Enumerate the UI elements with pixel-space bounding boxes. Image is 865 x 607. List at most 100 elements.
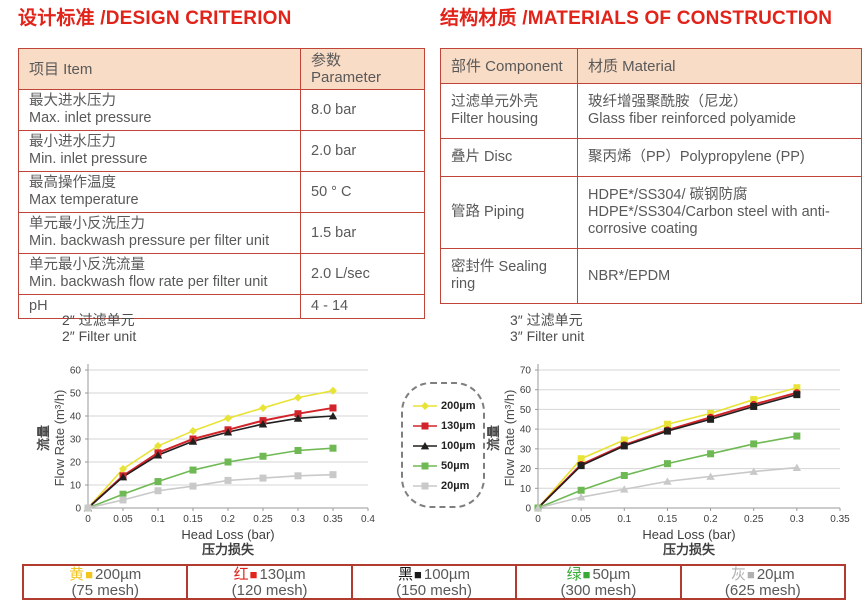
legend-label: 50µm <box>441 460 470 472</box>
svg-text:0.15: 0.15 <box>658 514 678 525</box>
svg-text:0.2: 0.2 <box>221 514 235 525</box>
legend-item: 100µm <box>412 436 483 456</box>
mesh-color-size-label: 黄■ 200µm <box>24 567 186 583</box>
color-name-zh: 黑 <box>397 566 413 583</box>
table-header-cell: 参数 Parameter <box>300 48 425 90</box>
svg-text:20: 20 <box>70 458 82 469</box>
value-cell: 4 - 14 <box>300 294 425 319</box>
item-cell: 单元最小反洗流量 Min. backwash flow rate per filt… <box>18 253 301 295</box>
table-row: 单元最小反洗压力 Min. backwash pressure per filte… <box>18 212 425 254</box>
item-cell: 叠片 Disc <box>440 138 578 177</box>
svg-text:50: 50 <box>70 389 82 400</box>
svg-text:0.25: 0.25 <box>744 514 764 525</box>
item-cell: 单元最小反洗压力 Min. backwash pressure per filte… <box>18 212 301 254</box>
svg-text:0: 0 <box>525 504 531 515</box>
svg-text:10: 10 <box>520 484 532 495</box>
svg-text:0.35: 0.35 <box>323 514 343 525</box>
svg-text:压力损失: 压力损失 <box>663 542 716 557</box>
legend-swatch-icon <box>413 422 437 430</box>
svg-text:0.2: 0.2 <box>704 514 718 525</box>
legend-item: 20µm <box>412 476 483 496</box>
mesh-size-legend-bar: 黄■ 200µm (75 mesh) 红■ 130µm (120 mesh) 黑■ 100µm… <box>22 564 846 600</box>
table-row: 最大进水压力 Max. inlet pressure 8.0 bar <box>18 89 425 131</box>
legend-swatch-icon <box>413 402 437 410</box>
item-cell: 最高操作温度 Max temperature <box>18 171 301 213</box>
legend-item: 50µm <box>412 456 483 476</box>
mesh-legend-cell: 绿■ 50µm (300 mesh) <box>517 566 682 599</box>
legend-swatch-icon <box>413 442 437 450</box>
color-swatch-icon: ■ <box>414 567 422 582</box>
svg-text:0: 0 <box>75 504 81 515</box>
svg-text:70: 70 <box>520 366 532 377</box>
value-cell: 聚丙烯（PP）Polypropylene (PP) <box>577 138 862 177</box>
svg-text:30: 30 <box>520 444 532 455</box>
svg-text:50: 50 <box>520 405 532 416</box>
svg-text:40: 40 <box>520 425 532 436</box>
svg-text:30: 30 <box>70 435 82 446</box>
svg-text:0: 0 <box>85 514 91 525</box>
color-swatch-icon: ■ <box>746 567 755 582</box>
table-row: 密封件 Sealing ring NBR*/EPDM <box>440 248 862 304</box>
legend-swatch-icon <box>413 462 437 470</box>
mesh-count-label: (300 mesh) <box>560 582 637 599</box>
item-cell: 最小进水压力 Min. inlet pressure <box>18 130 301 172</box>
mesh-legend-cell: 黄■ 200µm (75 mesh) <box>24 566 189 599</box>
color-name-zh: 黄 <box>69 566 85 583</box>
color-swatch-icon: ■ <box>582 567 591 582</box>
svg-text:60: 60 <box>520 385 532 396</box>
chart-3in-title-zh: 3″ 过滤单元 <box>510 312 583 328</box>
svg-text:0.4: 0.4 <box>361 514 375 525</box>
micron-size-label: 100µm <box>423 566 471 583</box>
legend-label: 20µm <box>441 480 470 492</box>
value-cell: 8.0 bar <box>300 89 425 131</box>
item-cell: 管路 Piping <box>440 176 578 249</box>
svg-text:0.05: 0.05 <box>113 514 133 525</box>
chart-2in-title-en: 2″ Filter unit <box>62 328 137 344</box>
series-legend-box: 200µm 130µm 100µm 50µm 20µm <box>401 382 485 508</box>
item-cell: 最大进水压力 Max. inlet pressure <box>18 89 301 131</box>
legend-label: 130µm <box>441 420 476 432</box>
table-header-row: 部件 Component 材质 Material <box>440 48 862 84</box>
legend-label: 100µm <box>441 440 476 452</box>
y-axis-label-zh: 流量 <box>486 425 501 452</box>
table-row: 最小进水压力 Min. inlet pressure 2.0 bar <box>18 130 425 172</box>
svg-text:压力损失: 压力损失 <box>202 542 255 557</box>
table-row: 叠片 Disc 聚丙烯（PP）Polypropylene (PP) <box>440 138 862 177</box>
legend-swatch-icon <box>413 482 437 490</box>
svg-text:0.25: 0.25 <box>253 514 273 525</box>
mesh-color-size-label: 灰■ 20µm <box>682 567 844 583</box>
item-cell: 密封件 Sealing ring <box>440 248 578 304</box>
svg-text:20: 20 <box>520 464 532 475</box>
color-swatch-icon: ■ <box>249 567 258 582</box>
svg-text:0.3: 0.3 <box>790 514 804 525</box>
table-header-cell: 材质 Material <box>577 48 862 84</box>
color-name-zh: 灰 <box>730 566 746 583</box>
value-cell: 50 ° C <box>300 171 425 213</box>
table-row: pH 4 - 14 <box>18 294 425 319</box>
item-cell: pH <box>18 294 301 319</box>
table-header-cell: 部件 Component <box>440 48 578 84</box>
svg-text:0.15: 0.15 <box>183 514 203 525</box>
value-cell: 1.5 bar <box>300 212 425 254</box>
color-swatch-icon: ■ <box>85 567 94 582</box>
legend-item: 130µm <box>412 416 483 436</box>
micron-size-label: 20µm <box>756 566 795 583</box>
value-cell: 2.0 bar <box>300 130 425 172</box>
chart-2in-canvas: 0 10 20 30 40 50 60 0 0.05 0.1 0.15 0.2 0.25 0.3 0.35 0… <box>70 364 375 557</box>
chart-3in-title-en: 3″ Filter unit <box>510 328 585 344</box>
value-cell: 玻纤增强聚酰胺（尼龙） Glass fiber reinforced polyam… <box>577 83 862 139</box>
mesh-color-size-label: 绿■ 50µm <box>517 567 679 583</box>
table-row: 单元最小反洗流量 Min. backwash flow rate per filt… <box>18 253 425 295</box>
svg-text:10: 10 <box>70 481 82 492</box>
materials-table: 部件 Component 材质 Material 过滤单元外壳 Filter hous… <box>440 48 862 304</box>
value-cell: 2.0 L/sec <box>300 253 425 295</box>
table-row: 最高操作温度 Max temperature 50 ° C <box>18 171 425 213</box>
mesh-count-label: (150 mesh) <box>396 582 472 599</box>
y-axis-label-zh: 流量 <box>36 425 51 452</box>
svg-text:60: 60 <box>70 366 82 377</box>
chart-3in-title: 3″ 过滤单元 3″ Filter unit <box>510 312 584 344</box>
svg-text:0.1: 0.1 <box>617 514 631 525</box>
mesh-legend-cell: 灰■ 20µm (625 mesh) <box>682 566 844 599</box>
svg-text:0.1: 0.1 <box>151 514 165 525</box>
mesh-color-size-label: 红■ 130µm <box>188 567 350 583</box>
